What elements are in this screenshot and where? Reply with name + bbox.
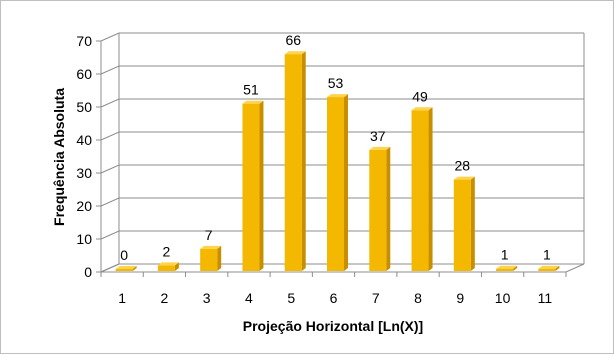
data-label: 51: [243, 82, 259, 98]
data-label: 28: [455, 158, 471, 174]
y-tick-label: 50: [76, 99, 92, 115]
gridline: [100, 65, 584, 75]
bar-front: [242, 103, 260, 271]
x-tick-label: 1: [118, 290, 126, 306]
bar-top: [411, 107, 433, 111]
bar-top: [369, 146, 391, 150]
bar: [284, 51, 306, 272]
y-tick-label: 60: [76, 66, 92, 82]
x-tick-label: 8: [414, 290, 422, 306]
bar-top: [284, 51, 306, 55]
gridline: [100, 98, 584, 108]
bar-top: [327, 94, 348, 98]
bar-front: [284, 54, 302, 272]
bar-side: [132, 266, 137, 271]
bar: [200, 245, 222, 271]
bar-front: [157, 265, 175, 271]
bar-side: [301, 51, 306, 272]
bar-front: [369, 149, 387, 271]
y-tick-labels: 0 10 20 30 40 50 60 70: [76, 33, 92, 280]
bar: [115, 266, 137, 271]
bar-front: [200, 248, 218, 271]
data-label: 53: [328, 75, 344, 91]
bar: [538, 265, 560, 271]
bar-side: [386, 146, 391, 271]
y-tick-label: 0: [84, 264, 92, 280]
bar-side: [174, 262, 179, 271]
bar-side: [259, 100, 264, 271]
bar-top: [200, 245, 222, 249]
data-label: 2: [163, 243, 171, 259]
bar: [157, 262, 179, 271]
y-tick-label: 70: [76, 33, 92, 49]
bar-front: [538, 268, 556, 271]
bar-top: [157, 262, 179, 266]
data-label: 1: [543, 247, 551, 263]
bar-front: [327, 97, 344, 271]
bar: [496, 265, 518, 271]
x-tick-label: 10: [495, 290, 511, 306]
y-tick-label: 30: [76, 165, 92, 181]
bar-front: [496, 268, 514, 271]
x-tick-labels: 1 2 3 4 5 6 7 8 9 10 11: [118, 290, 552, 306]
bar-front: [115, 269, 133, 271]
x-tick-label: 11: [538, 290, 553, 306]
bar-side: [428, 107, 433, 271]
x-axis-title: Projeção Horizontal [Ln(X)]: [243, 318, 423, 334]
bar: [369, 146, 391, 271]
bar-top: [453, 176, 475, 180]
bar: [453, 176, 475, 271]
bar: [327, 94, 348, 271]
bar-top: [538, 265, 560, 269]
bar-side: [555, 265, 560, 271]
y-tick-label: 40: [76, 132, 92, 148]
gridline: [100, 32, 584, 42]
bar-top: [115, 266, 137, 269]
y-tick-label: 10: [76, 231, 92, 247]
bar-side: [217, 245, 222, 271]
bar-front: [453, 179, 471, 271]
data-label: 7: [205, 227, 213, 243]
x-tick-label: 3: [203, 290, 211, 306]
x-tick-label: 4: [245, 290, 253, 306]
x-tick-label: 6: [330, 290, 338, 306]
data-label: 66: [285, 32, 301, 48]
y-tick-label: 20: [76, 198, 92, 214]
data-label: 49: [412, 88, 428, 104]
bar-top: [242, 100, 264, 104]
data-labels: 0 2 7 51 66 53 37 49 28 1 1: [120, 32, 551, 263]
bar-front: [411, 110, 429, 271]
data-label: 0: [120, 247, 128, 263]
bar-side: [344, 94, 348, 271]
y-axis-title: Frequência Absoluta: [51, 88, 67, 226]
bar-top: [496, 265, 518, 269]
bar: [242, 100, 264, 271]
bars: [115, 51, 560, 272]
bar-side: [513, 265, 518, 271]
bar: [411, 107, 433, 271]
data-label: 1: [501, 247, 509, 263]
x-tick-label: 9: [456, 290, 464, 306]
x-tick-label: 5: [287, 290, 295, 306]
x-tick-label: 7: [372, 290, 380, 306]
side-wall: [100, 33, 120, 273]
bar-side: [470, 176, 475, 271]
x-tick-label: 2: [161, 290, 169, 306]
data-label: 37: [370, 128, 386, 144]
